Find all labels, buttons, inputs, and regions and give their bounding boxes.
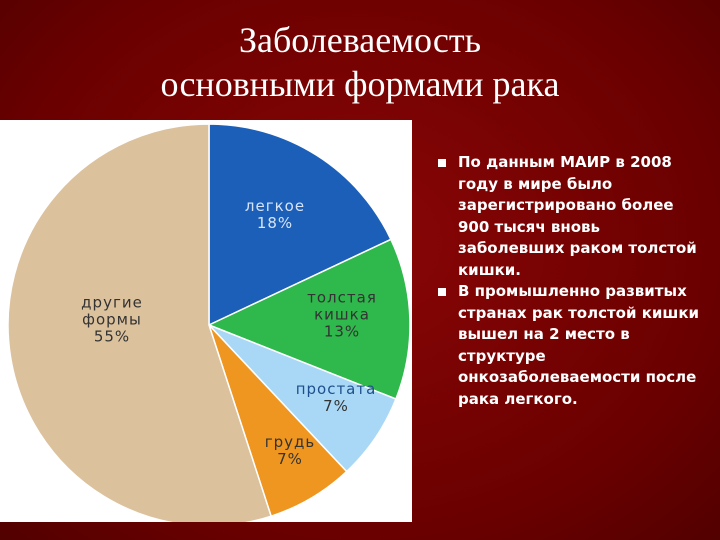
value-label: 13% (323, 322, 361, 341)
title: Заболеваемость основными формами рака (160, 20, 560, 104)
value-label: 7% (323, 397, 349, 415)
slice-label: толстая кишка 13% (297, 288, 387, 341)
slice-label: грудь 7% (255, 434, 325, 468)
chart-area: легкое 18% толстая кишка 13% простата 7% грудь… (0, 120, 412, 522)
category-label: грудь (264, 433, 316, 451)
value-label: 7% (277, 450, 303, 468)
slice-label: другие формы 55% (62, 293, 162, 346)
slice-label: легкое 18% (230, 198, 320, 232)
category-label: простата (295, 380, 377, 398)
category-label: толстая кишка (307, 288, 377, 324)
category-label: легкое (244, 197, 306, 215)
pie-chart (7, 123, 411, 522)
bullet: По данным МАИР в 2008 году в мире было з… (438, 152, 700, 281)
bullet-list: По данным МАИР в 2008 году в мире было з… (438, 152, 700, 410)
value-label: 55% (93, 327, 131, 346)
pie-slice (7, 123, 273, 522)
pie-slice (207, 238, 411, 400)
value-label: 18% (256, 214, 294, 232)
pie-slice (208, 123, 392, 327)
slice-label: простата 7% (291, 381, 381, 415)
category-label: другие формы (81, 293, 143, 329)
bullet: В промышленно развитых странах рак толст… (438, 281, 700, 410)
